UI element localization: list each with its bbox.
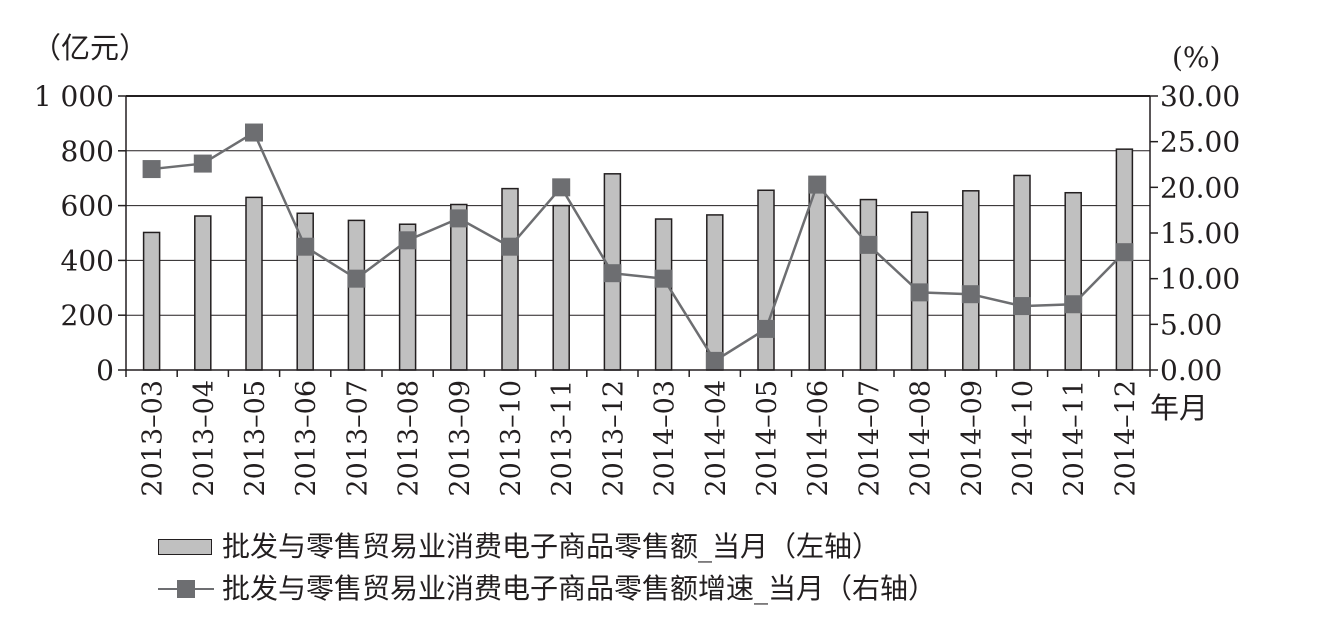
x-tick-label: 2014–09 (957, 380, 988, 497)
line-legend-label: 批发与零售贸易业消费电子商品零售额增速_当月（右轴） (222, 572, 937, 605)
bar (245, 196, 263, 371)
x-tick-label: 2013–07 (342, 380, 373, 497)
x-tick-label: 2013–09 (445, 380, 476, 497)
growth-marker (1013, 297, 1031, 316)
growth-marker (961, 285, 980, 304)
growth-marker (193, 154, 212, 173)
right-tick-label: 15.00 (1160, 217, 1240, 250)
x-tick-label: 2014–05 (752, 380, 783, 497)
x-tick-label: 2013–03 (138, 380, 169, 497)
growth-marker (142, 160, 161, 179)
x-tick-label: 2013–04 (189, 380, 220, 497)
x-tick-label: 2014–04 (701, 380, 732, 497)
left-tick-label: 600 (61, 190, 114, 223)
growth-marker (398, 231, 417, 250)
growth-marker (245, 123, 263, 142)
bar-legend-swatch (158, 539, 212, 555)
bar (142, 231, 161, 371)
growth-marker (603, 264, 622, 283)
left-tick-label: 1 000 (34, 80, 114, 113)
bar (501, 187, 519, 371)
x-tick-label: 2013–05 (240, 380, 271, 497)
x-tick-label: 2014–03 (650, 380, 681, 497)
growth-marker (296, 237, 315, 256)
x-tick-label: 2013–08 (394, 380, 425, 497)
left-tick-label: 200 (61, 299, 114, 332)
bar-legend-label: 批发与零售贸易业消费电子商品零售额_当月（左轴） (222, 530, 881, 563)
bar (1013, 174, 1031, 371)
right-tick-label: 30.00 (1160, 80, 1240, 113)
bar (757, 189, 775, 371)
legend-item-bars: 批发与零售贸易业消费电子商品零售额_当月（左轴） (158, 530, 880, 564)
bar (1064, 191, 1082, 371)
growth-marker (1115, 243, 1134, 262)
bar (962, 190, 980, 371)
right-tick-label: 5.00 (1160, 308, 1222, 341)
x-tick-label: 2014–06 (803, 380, 834, 497)
left-tick-label: 0 (96, 354, 114, 387)
bar (347, 219, 366, 371)
growth-marker (705, 351, 724, 370)
line-series (142, 123, 1134, 370)
bar (552, 204, 570, 371)
growth-marker (654, 269, 673, 288)
left-tick-label: 400 (61, 244, 114, 277)
growth-marker (552, 178, 571, 197)
growth-marker (347, 269, 366, 288)
bar (706, 214, 724, 371)
right-tick-label: 10.00 (1160, 263, 1240, 296)
x-tick-label: 2014–10 (1008, 380, 1039, 497)
legend-item-line: 批发与零售贸易业消费电子商品零售额增速_当月（右轴） (158, 572, 936, 606)
right-axis-unit: (%) (1172, 41, 1220, 74)
growth-marker (910, 283, 929, 302)
growth-marker (757, 319, 775, 338)
growth-marker (808, 175, 827, 194)
axes: 0 200 400 600 800 1 000 0.00 5.00 10.00 15.00 20.0… (34, 80, 1240, 497)
x-tick-label: 2013–10 (496, 380, 527, 497)
bar (450, 203, 468, 371)
combo-chart: （亿元） (%) 年月 0 200 400 600 800 1 000 0.00 5.00 10… (32, 31, 1240, 497)
growth-marker (449, 209, 468, 228)
x-axis-unit: 年月 (1150, 391, 1208, 425)
bar-series (142, 148, 1134, 371)
right-tick-label: 20.00 (1160, 171, 1240, 204)
gridlines (126, 150, 1150, 316)
right-tick-label: 25.00 (1160, 126, 1240, 159)
line-legend-swatch (158, 579, 214, 599)
x-tick-label: 2014–11 (1059, 380, 1090, 497)
growth-marker (501, 237, 519, 256)
bar (194, 215, 212, 371)
growth-marker (859, 235, 878, 254)
left-tick-label: 800 (61, 135, 114, 168)
x-tick-label: 2014–07 (854, 380, 885, 497)
right-tick-label: 0.00 (1160, 354, 1222, 387)
bar (808, 182, 826, 371)
x-tick-label: 2013–06 (291, 380, 322, 497)
x-tick-label: 2013–11 (547, 380, 578, 497)
x-tick-label: 2014–12 (1110, 380, 1141, 497)
bar (654, 218, 673, 371)
x-tick-label: 2013–12 (598, 380, 629, 497)
left-axis-unit: （亿元） (32, 31, 148, 65)
growth-marker (1064, 295, 1083, 314)
bar (859, 198, 878, 371)
x-tick-label: 2014–08 (906, 380, 937, 497)
